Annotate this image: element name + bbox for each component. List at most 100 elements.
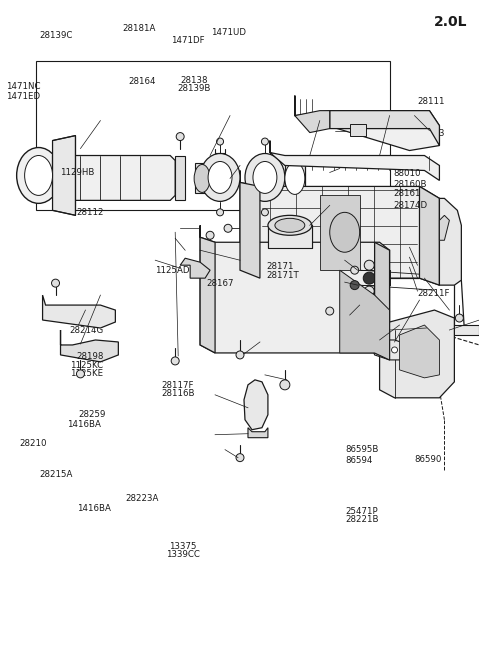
Text: 28223A: 28223A [125,493,158,503]
Text: 86595B: 86595B [345,445,379,453]
Circle shape [262,138,268,145]
Text: 25471P: 25471P [345,507,378,516]
Text: 28111: 28111 [417,97,444,106]
Text: 1125KC: 1125KC [71,361,104,370]
Text: 28215A: 28215A [39,471,72,479]
Circle shape [206,231,214,239]
Ellipse shape [208,162,232,194]
Ellipse shape [268,215,312,235]
Ellipse shape [24,156,52,196]
Text: 28221B: 28221B [345,515,379,524]
Polygon shape [248,428,268,438]
Polygon shape [200,225,390,360]
Text: 28113: 28113 [417,129,444,138]
Text: 1471NC: 1471NC [6,82,41,91]
Ellipse shape [245,154,285,202]
Polygon shape [374,242,390,360]
Text: 28138: 28138 [181,76,208,85]
Text: 28161: 28161 [393,190,420,198]
Circle shape [236,351,244,359]
Text: 28198: 28198 [76,352,104,361]
Polygon shape [200,237,215,353]
Text: 1471ED: 1471ED [6,91,41,101]
Circle shape [326,307,334,315]
Circle shape [216,209,224,216]
Circle shape [364,260,374,271]
Text: 2.0L: 2.0L [434,15,468,29]
Polygon shape [180,258,210,278]
Text: 28259: 28259 [78,410,105,419]
Ellipse shape [194,164,210,192]
Text: 28164: 28164 [128,77,156,86]
Polygon shape [285,162,305,194]
Text: 28210: 28210 [20,440,48,448]
Circle shape [236,453,244,461]
Text: 28112: 28112 [76,208,104,217]
Text: 1471UD: 1471UD [211,29,246,37]
Circle shape [346,298,353,306]
Text: 28139C: 28139C [39,31,72,40]
Text: 28117F: 28117F [162,381,194,391]
Polygon shape [330,111,439,146]
Polygon shape [439,198,461,285]
Ellipse shape [330,212,360,252]
Circle shape [350,280,359,290]
Circle shape [262,209,268,216]
Circle shape [76,370,84,378]
Text: 28160B: 28160B [393,180,427,189]
Circle shape [363,272,375,284]
Text: 1416BA: 1416BA [77,504,111,513]
Circle shape [364,286,374,296]
Circle shape [51,279,60,287]
Polygon shape [420,186,439,285]
Polygon shape [60,330,119,362]
Bar [350,123,366,135]
Text: 13375: 13375 [169,542,196,551]
Polygon shape [195,164,210,194]
Polygon shape [244,380,268,430]
Circle shape [224,224,232,232]
Ellipse shape [200,154,240,202]
Circle shape [372,337,378,343]
Text: 88010: 88010 [393,169,420,178]
Circle shape [216,138,224,145]
Polygon shape [52,135,75,215]
Text: 28139B: 28139B [178,84,211,93]
Bar [36,61,390,210]
Polygon shape [268,225,312,248]
Polygon shape [439,215,449,240]
Ellipse shape [285,162,305,194]
Polygon shape [340,271,390,360]
Text: 28174D: 28174D [393,202,427,210]
Circle shape [392,347,397,353]
Polygon shape [240,170,439,285]
Text: 28167: 28167 [206,278,234,288]
Polygon shape [175,156,185,200]
Circle shape [176,133,184,141]
Polygon shape [270,141,439,180]
Text: 86590: 86590 [415,455,442,464]
Circle shape [280,380,290,390]
Text: 28214G: 28214G [69,326,104,335]
Circle shape [171,357,179,365]
Circle shape [351,266,359,274]
Text: 28171T: 28171T [266,271,299,280]
Polygon shape [439,325,480,335]
Polygon shape [360,325,409,360]
Text: 1339CC: 1339CC [166,550,200,560]
Polygon shape [240,182,260,278]
Text: 1125AD: 1125AD [155,266,190,275]
Circle shape [456,314,463,322]
Ellipse shape [275,218,305,232]
Polygon shape [52,156,175,200]
Polygon shape [295,95,330,133]
Polygon shape [380,310,455,398]
Text: 28116B: 28116B [161,389,194,398]
Text: 1125KE: 1125KE [71,369,104,379]
Polygon shape [43,295,115,328]
Text: 86594: 86594 [345,456,372,465]
Text: 28171: 28171 [266,262,294,271]
Polygon shape [320,196,360,271]
Text: 1471DF: 1471DF [170,36,204,45]
Text: 1416BA: 1416BA [68,420,101,428]
